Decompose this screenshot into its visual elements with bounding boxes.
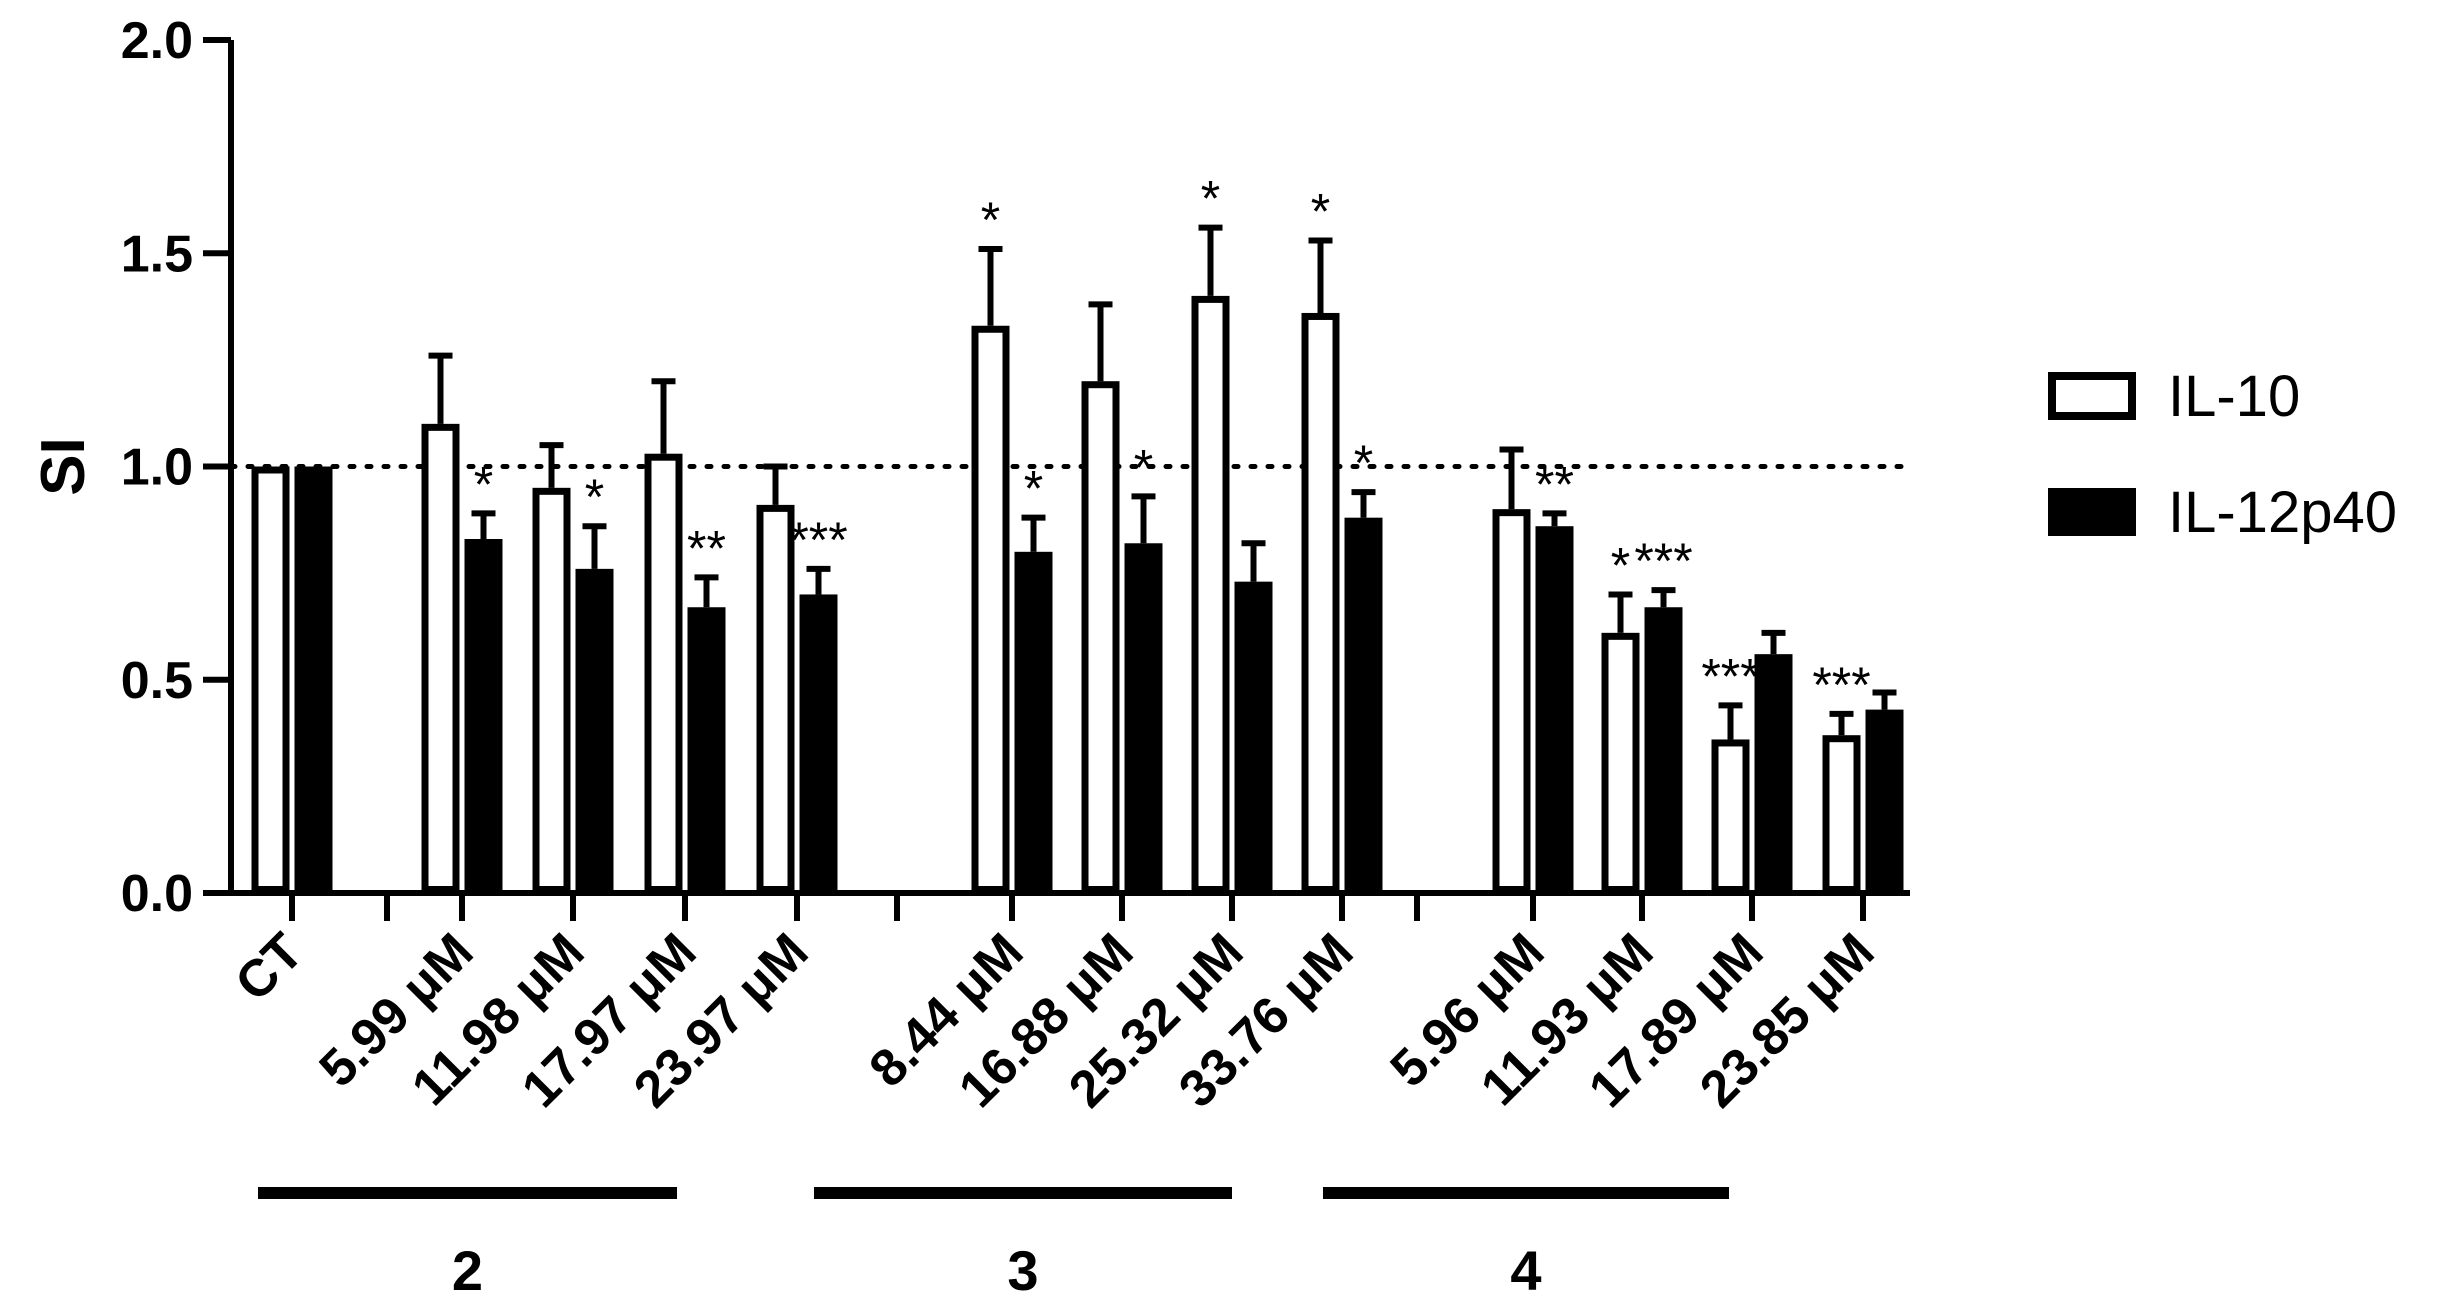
- group-label: 3: [1007, 1239, 1038, 1302]
- bar-il12p40: [1754, 654, 1793, 893]
- significance-label: *: [1134, 439, 1153, 495]
- significance-label: ***: [789, 512, 847, 568]
- group-label: 2: [452, 1239, 483, 1302]
- y-tick-label: 0.5: [121, 652, 193, 710]
- bar-il10: [1301, 312, 1340, 893]
- bar-il12p40: [1865, 709, 1904, 893]
- bar-il12p40: [799, 594, 838, 893]
- bar-il10: [1711, 739, 1750, 894]
- bar-il10: [1492, 509, 1531, 894]
- x-tick-label: CT: [224, 922, 314, 1012]
- bar-il12p40: [1644, 607, 1683, 893]
- significance-label: *: [474, 456, 493, 512]
- bar-il10: [1822, 735, 1861, 893]
- bar-il10: [532, 487, 571, 893]
- significance-label: ***: [1812, 657, 1870, 713]
- bar-il12p40: [1344, 517, 1383, 893]
- bar-il10: [251, 466, 290, 893]
- bar-il10: [1081, 381, 1120, 893]
- significance-label: *: [1354, 435, 1373, 491]
- bar-il10: [644, 453, 683, 893]
- legend-swatch: [2048, 488, 2136, 536]
- y-tick-label: 2.0: [121, 12, 193, 70]
- group-label: 4: [1510, 1239, 1541, 1302]
- y-tick-label: 1.0: [121, 439, 193, 497]
- bar-il10: [421, 423, 460, 893]
- significance-label: ***: [1634, 533, 1692, 589]
- bar-il12p40: [1535, 526, 1574, 894]
- legend-label: IL-10: [2168, 364, 2300, 429]
- y-tick-label: 1.5: [121, 225, 193, 283]
- significance-label: *: [1024, 461, 1043, 517]
- bar-il12p40: [464, 539, 503, 893]
- bar-il10: [1191, 295, 1230, 893]
- significance-label: *: [1611, 537, 1630, 593]
- bar-il12p40: [1014, 551, 1053, 893]
- significance-label: *: [981, 192, 1000, 248]
- legend-label: IL-12p40: [2168, 480, 2397, 545]
- y-tick-label: 0.0: [121, 865, 193, 923]
- significance-label: *: [1201, 171, 1220, 227]
- bar-il12p40: [1234, 581, 1273, 894]
- significance-label: *: [585, 469, 604, 525]
- significance-label: **: [687, 520, 726, 576]
- legend-swatch: [2048, 372, 2136, 420]
- significance-label: *: [1311, 183, 1330, 239]
- significance-label: ***: [1701, 648, 1759, 704]
- bar-il10: [756, 504, 795, 893]
- bar-il12p40: [294, 466, 333, 893]
- bar-il12p40: [687, 607, 726, 893]
- bar-il10: [1601, 632, 1640, 894]
- bar-il12p40: [575, 568, 614, 893]
- bar-il12p40: [1124, 543, 1163, 894]
- significance-label: **: [1535, 456, 1574, 512]
- bar-il10: [971, 325, 1010, 893]
- y-axis-label: SI: [29, 437, 98, 496]
